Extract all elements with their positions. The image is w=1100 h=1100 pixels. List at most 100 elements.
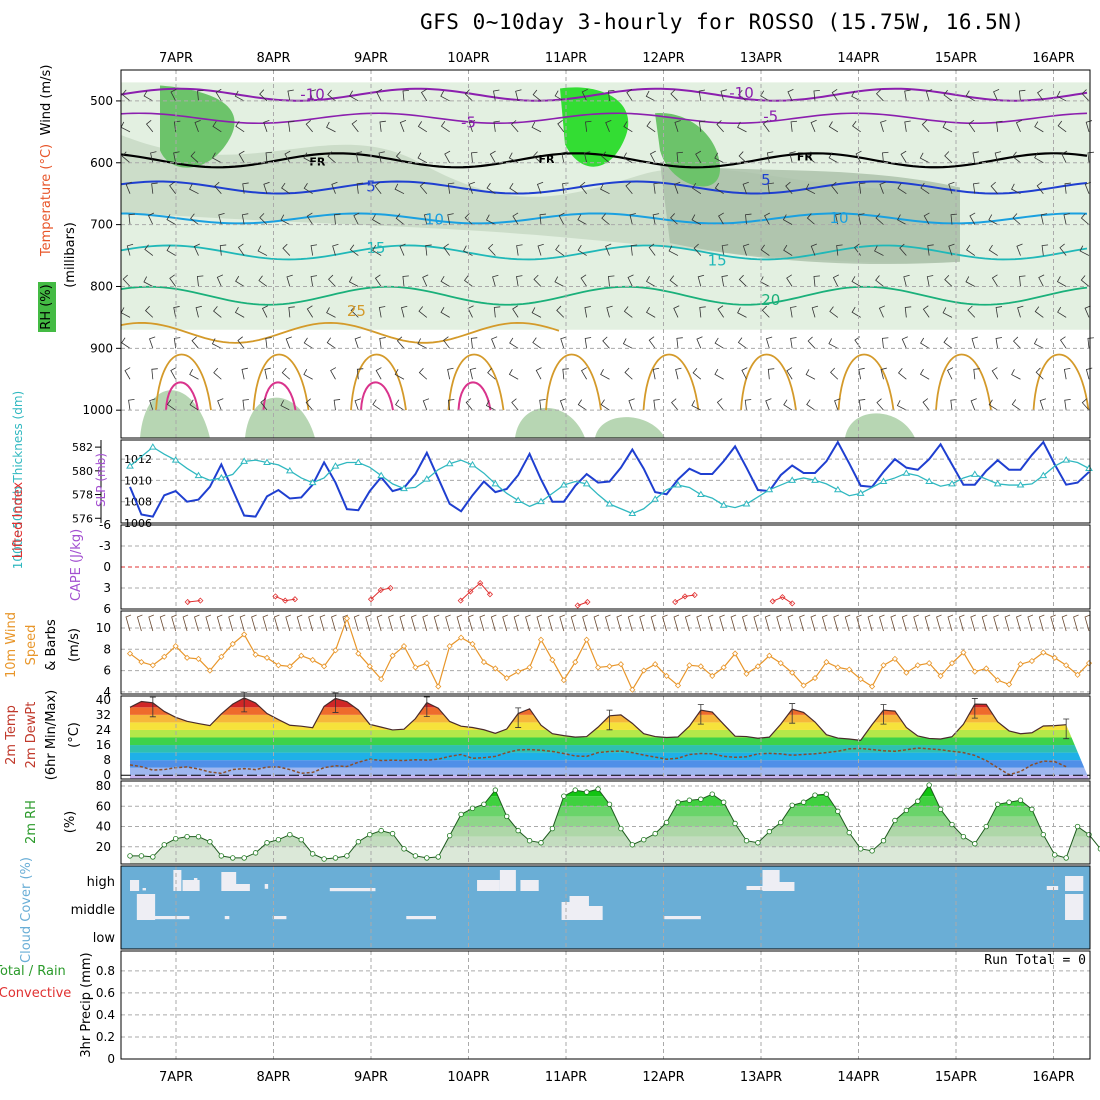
rh-marker — [1086, 831, 1092, 838]
wind-barb — [1081, 89, 1090, 102]
temp-contour-label: 5 — [761, 171, 771, 189]
rh-marker — [401, 846, 407, 852]
thickness-marker — [628, 509, 637, 517]
wind-barb — [745, 213, 752, 225]
wind-speed-marker — [309, 656, 316, 664]
wind-barb — [580, 274, 587, 287]
wind-barb — [447, 367, 454, 380]
thickness-marker — [879, 477, 888, 484]
rh-marker — [241, 855, 247, 861]
temp-contour-warm — [252, 353, 310, 411]
wind-speed-marker — [811, 674, 819, 682]
wind-barb — [1034, 152, 1044, 164]
wind-barb — [402, 89, 409, 101]
wind-barb — [143, 90, 154, 102]
wind-barb — [875, 213, 884, 225]
rh-marker — [218, 853, 225, 859]
wind-speed-marker — [161, 653, 168, 660]
wind-barb — [1038, 274, 1045, 287]
wind-barb-10m — [194, 614, 200, 632]
wind-barb — [241, 367, 248, 380]
cloud-block — [193, 878, 198, 891]
cloud-block — [1065, 894, 1084, 920]
wind-barb — [698, 89, 706, 101]
wind-barb — [920, 182, 930, 195]
wind-barb — [629, 213, 636, 225]
wind-barb — [880, 120, 887, 132]
cloud-block — [272, 916, 287, 920]
rh-patch-low — [245, 397, 315, 438]
lifted-index-marker — [367, 596, 375, 603]
wind-barb — [925, 89, 933, 102]
wind-barb — [166, 245, 176, 256]
rh-band — [130, 826, 1089, 837]
temp-contour-warm — [837, 353, 895, 411]
wind-barb — [762, 119, 770, 133]
wind-barb — [903, 274, 910, 287]
wind-barb — [787, 88, 794, 102]
wind-panel-frame — [120, 610, 1091, 695]
wind-barb — [742, 243, 750, 256]
wind-speed-marker — [640, 667, 647, 674]
wind-barb — [287, 89, 294, 102]
wind-barb — [487, 367, 496, 380]
wind-barb-10m — [1050, 614, 1056, 632]
wind-barb-10m — [730, 614, 737, 632]
rh-marker — [960, 833, 967, 840]
wind-barb — [443, 336, 450, 349]
wind-speed-marker — [777, 660, 784, 667]
wind-barb — [674, 120, 681, 132]
wind-barb — [288, 120, 295, 132]
wind-barb — [714, 182, 724, 195]
wind-barb — [558, 212, 565, 225]
wind-barb — [1056, 90, 1067, 102]
thickness-marker — [788, 476, 797, 483]
rh-marker — [778, 819, 784, 826]
wind-barb — [509, 182, 519, 195]
lifted-index-marker — [574, 602, 581, 609]
wind-barb — [899, 243, 907, 256]
wind-barb-10m — [993, 614, 999, 632]
date-label-top: 11APR — [545, 51, 587, 66]
wind-barb — [741, 367, 748, 380]
wind-barb — [305, 120, 313, 133]
wind-barb — [306, 212, 314, 225]
wind-barb — [835, 213, 842, 225]
wind-barb — [303, 337, 313, 349]
wind-barb — [900, 150, 907, 163]
wind-barb-10m — [148, 614, 154, 632]
wind-barb — [395, 213, 405, 225]
wind-barb — [489, 150, 496, 163]
lifted-index-marker — [184, 598, 191, 606]
date-label-bottom: 10APR — [447, 1070, 489, 1085]
wind-barb — [789, 151, 796, 163]
wind-barb — [966, 244, 976, 256]
wind-barb-10m — [159, 614, 166, 632]
wind-barb-10m — [171, 614, 177, 632]
rh-marker — [492, 787, 499, 793]
thickness-marker — [514, 496, 523, 503]
wind-barb — [145, 119, 154, 133]
wind-barb — [737, 337, 747, 349]
slp-tick-label: 1010 — [124, 474, 152, 487]
thickness-marker — [719, 501, 728, 508]
thickness-marker — [240, 457, 249, 464]
wind-barb-10m — [684, 614, 691, 632]
wind-speed-marker — [1040, 649, 1047, 656]
rh-marker — [161, 842, 167, 848]
wind-barb — [241, 213, 249, 225]
wind-barb — [125, 181, 132, 194]
wind-barb — [858, 399, 866, 411]
wind-barb — [721, 244, 729, 256]
wind-barb — [333, 399, 341, 411]
wind-barb — [372, 245, 382, 256]
wind-barb-10m — [536, 614, 543, 632]
wind-barb — [875, 89, 884, 102]
ytick-label-pressure: 700 — [90, 218, 113, 232]
rh-marker — [1029, 806, 1035, 813]
rh-marker — [127, 853, 133, 859]
wind-barb — [645, 276, 656, 287]
wind-barb-10m — [833, 614, 839, 632]
wind-speed-marker — [983, 665, 990, 672]
wind-barb — [649, 150, 656, 163]
